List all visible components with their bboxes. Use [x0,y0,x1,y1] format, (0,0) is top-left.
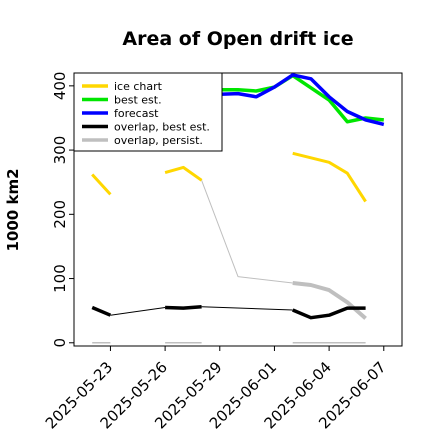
legend-label: best est. [114,94,162,107]
y-tick-label: 300 [51,136,69,165]
plot-frame [73,72,403,347]
legend-label: forecast [114,107,159,120]
series-line-overlap-best-est- [201,306,293,311]
y-tick-label: 0 [51,338,69,348]
series-line-overlap-best-est- [110,307,166,316]
series-line-forecast [201,73,385,127]
series-line-overlap-best-est- [165,305,202,310]
series-line-overlap-persist- [201,180,293,284]
y-tick-label: 200 [51,200,69,229]
chart-title: Area of Open drift ice [122,28,353,50]
plot-area: 01002003004002025-05-232025-05-262025-05… [42,72,403,432]
series-line-ice-chart [164,165,203,182]
series-line-overlap-best-est- [292,306,366,320]
legend-label: overlap, persist. [114,134,203,147]
series-line-overlap-best-est- [91,305,112,317]
series-line-ice-chart [292,151,367,203]
legend-label: overlap, best est. [114,121,210,134]
series-line-ice-chart [91,173,112,196]
y-tick-label: 100 [51,264,69,293]
y-axis-label: 1000 km2 [4,168,22,251]
legend-label: ice chart [114,80,163,93]
y-tick-label: 400 [51,72,69,101]
